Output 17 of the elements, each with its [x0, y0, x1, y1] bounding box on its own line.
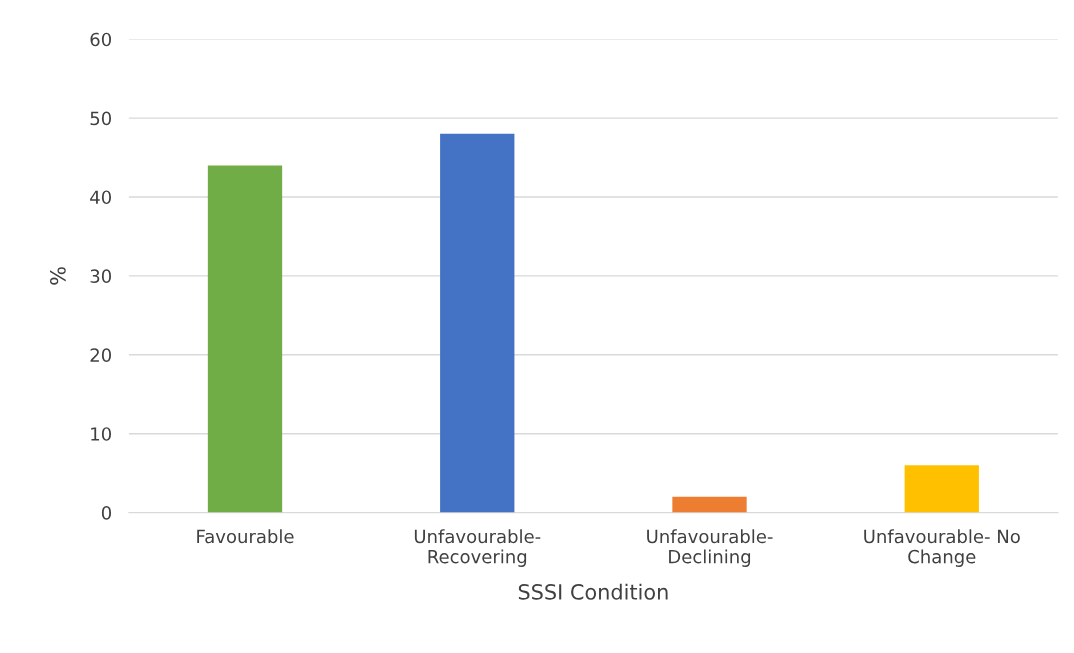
x-tick-label: Unfavourable- Recovering	[414, 529, 541, 567]
y-axis-title: %	[50, 267, 66, 285]
bar	[672, 496, 747, 513]
y-tick-label: 40	[90, 190, 112, 205]
x-tick-label: Unfavourable- Declining	[647, 529, 773, 567]
y-tick-label: 50	[90, 111, 112, 126]
x-axis-title: SSSI Condition	[518, 583, 668, 600]
x-tick-label: Unfavourable- No Change	[864, 529, 1020, 567]
y-tick-label: 30	[90, 269, 112, 284]
y-tick-label: 20	[90, 348, 112, 362]
y-tick-label: 60	[90, 32, 112, 47]
bar	[904, 465, 979, 513]
x-tick-label: Favourable	[197, 529, 294, 544]
y-tick-label: 10	[91, 427, 112, 441]
y-tick-label: 0	[101, 506, 112, 520]
bar	[207, 165, 283, 513]
bar	[440, 133, 515, 513]
